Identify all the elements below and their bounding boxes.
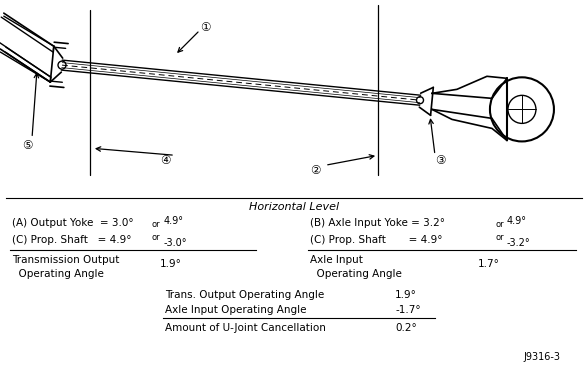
Text: Axle Input Operating Angle: Axle Input Operating Angle — [165, 305, 306, 315]
Text: ①: ① — [200, 21, 211, 34]
Text: 1.9°: 1.9° — [395, 290, 417, 300]
Text: (B) Axle Input Yoke = 3.2°: (B) Axle Input Yoke = 3.2° — [310, 218, 445, 228]
Text: ④: ④ — [160, 154, 171, 167]
Text: (A) Output Yoke  = 3.0°: (A) Output Yoke = 3.0° — [12, 218, 133, 228]
Text: (C) Prop. Shaft   = 4.9°: (C) Prop. Shaft = 4.9° — [12, 235, 132, 245]
Text: 4.9°: 4.9° — [164, 217, 184, 227]
Text: Axle Input: Axle Input — [310, 255, 363, 265]
Text: Horizontal Level: Horizontal Level — [249, 203, 339, 213]
Text: ③: ③ — [435, 154, 445, 167]
Text: 4.9°: 4.9° — [507, 217, 527, 227]
Text: or: or — [152, 232, 161, 242]
Text: Amount of U-Joint Cancellation: Amount of U-Joint Cancellation — [165, 323, 326, 333]
Text: or: or — [495, 220, 504, 230]
Text: 0.2°: 0.2° — [395, 323, 417, 333]
Text: 1.9°: 1.9° — [160, 259, 182, 269]
Text: J9316-3: J9316-3 — [523, 352, 560, 362]
Text: -3.2°: -3.2° — [507, 238, 530, 248]
Text: 1.7°: 1.7° — [478, 259, 500, 269]
Text: Operating Angle: Operating Angle — [12, 269, 104, 279]
Text: Trans. Output Operating Angle: Trans. Output Operating Angle — [165, 290, 324, 300]
Text: or: or — [495, 232, 504, 242]
Text: Transmission Output: Transmission Output — [12, 255, 119, 265]
Text: -3.0°: -3.0° — [164, 238, 188, 248]
Text: -1.7°: -1.7° — [395, 305, 420, 315]
Text: Operating Angle: Operating Angle — [310, 269, 402, 279]
Text: ②: ② — [310, 164, 320, 177]
Text: or: or — [152, 220, 161, 230]
Text: ⑤: ⑤ — [22, 139, 32, 152]
Text: (C) Prop. Shaft       = 4.9°: (C) Prop. Shaft = 4.9° — [310, 235, 443, 245]
